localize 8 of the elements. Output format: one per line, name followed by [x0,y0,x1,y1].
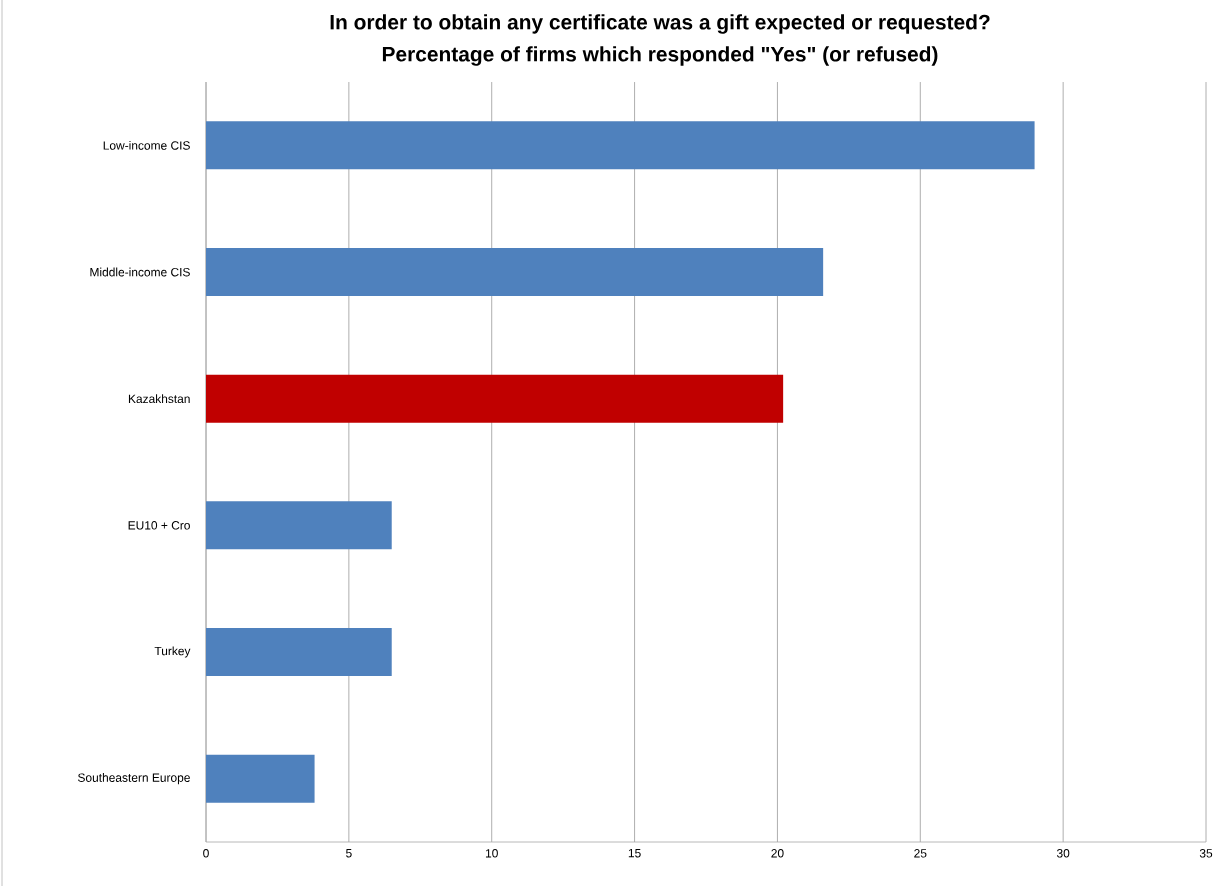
bar [206,374,784,423]
chart-subtitle: Percentage of firms which responded "Yes" (or refused) [382,46,938,66]
bar [206,754,315,803]
bar [206,501,392,550]
bar [206,248,824,297]
chart-title: In order to obtain any certificate was a gift expected or requested? [330,14,990,34]
bar [206,628,392,677]
bar [206,121,1035,170]
